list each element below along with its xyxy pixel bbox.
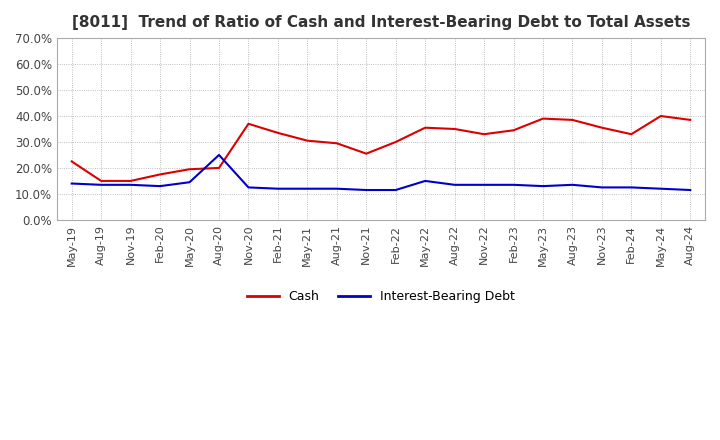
Cash xyxy=(333,141,341,146)
Title: [8011]  Trend of Ratio of Cash and Interest-Bearing Debt to Total Assets: [8011] Trend of Ratio of Cash and Intere… xyxy=(72,15,690,30)
Interest-Bearing Debt xyxy=(509,182,518,187)
Cash xyxy=(539,116,547,121)
Interest-Bearing Debt xyxy=(686,187,695,193)
Interest-Bearing Debt xyxy=(539,183,547,189)
Interest-Bearing Debt xyxy=(215,152,223,158)
Cash xyxy=(509,128,518,133)
Interest-Bearing Debt xyxy=(568,182,577,187)
Cash xyxy=(215,165,223,171)
Interest-Bearing Debt xyxy=(598,185,606,190)
Cash xyxy=(627,132,636,137)
Interest-Bearing Debt xyxy=(126,182,135,187)
Cash xyxy=(480,132,488,137)
Cash xyxy=(303,138,312,143)
Cash xyxy=(568,117,577,123)
Cash xyxy=(450,126,459,132)
Interest-Bearing Debt xyxy=(303,186,312,191)
Cash xyxy=(274,130,282,136)
Cash xyxy=(244,121,253,126)
Interest-Bearing Debt xyxy=(333,186,341,191)
Interest-Bearing Debt xyxy=(185,180,194,185)
Line: Cash: Cash xyxy=(72,116,690,181)
Interest-Bearing Debt xyxy=(274,186,282,191)
Interest-Bearing Debt xyxy=(657,186,665,191)
Line: Interest-Bearing Debt: Interest-Bearing Debt xyxy=(72,155,690,190)
Interest-Bearing Debt xyxy=(480,182,488,187)
Interest-Bearing Debt xyxy=(450,182,459,187)
Cash xyxy=(185,167,194,172)
Interest-Bearing Debt xyxy=(68,181,76,186)
Cash xyxy=(657,114,665,119)
Cash xyxy=(362,151,371,156)
Cash xyxy=(156,172,164,177)
Legend: Cash, Interest-Bearing Debt: Cash, Interest-Bearing Debt xyxy=(243,285,520,308)
Cash xyxy=(97,178,106,183)
Interest-Bearing Debt xyxy=(362,187,371,193)
Cash xyxy=(598,125,606,130)
Cash xyxy=(686,117,695,123)
Interest-Bearing Debt xyxy=(421,178,430,183)
Cash xyxy=(421,125,430,130)
Cash xyxy=(68,159,76,164)
Interest-Bearing Debt xyxy=(97,182,106,187)
Cash xyxy=(126,178,135,183)
Interest-Bearing Debt xyxy=(627,185,636,190)
Interest-Bearing Debt xyxy=(392,187,400,193)
Interest-Bearing Debt xyxy=(156,183,164,189)
Interest-Bearing Debt xyxy=(244,185,253,190)
Cash xyxy=(392,139,400,145)
